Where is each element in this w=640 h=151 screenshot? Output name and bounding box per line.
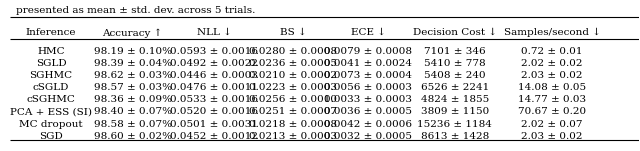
Text: MC dropout: MC dropout — [19, 120, 83, 129]
Text: 6526 ± 2241: 6526 ± 2241 — [420, 83, 489, 92]
Text: 0.0236 ± 0.0005: 0.0236 ± 0.0005 — [249, 59, 337, 68]
Text: 0.0073 ± 0.0004: 0.0073 ± 0.0004 — [324, 71, 412, 80]
Text: PCA + ESS (SI): PCA + ESS (SI) — [10, 107, 92, 116]
Text: 0.0033 ± 0.0003: 0.0033 ± 0.0003 — [324, 95, 412, 104]
Text: 0.0036 ± 0.0005: 0.0036 ± 0.0005 — [324, 107, 412, 116]
Text: 0.0501 ± 0.0031: 0.0501 ± 0.0031 — [170, 120, 259, 129]
Text: NLL ↓: NLL ↓ — [197, 28, 232, 37]
Text: 0.0223 ± 0.0003: 0.0223 ± 0.0003 — [249, 83, 337, 92]
Text: 0.0476 ± 0.0011: 0.0476 ± 0.0011 — [170, 83, 259, 92]
Text: 2.03 ± 0.02: 2.03 ± 0.02 — [522, 132, 583, 141]
Text: 0.0056 ± 0.0003: 0.0056 ± 0.0003 — [324, 83, 412, 92]
Text: 98.57 ± 0.03%: 98.57 ± 0.03% — [93, 83, 172, 92]
Text: 14.77 ± 0.03: 14.77 ± 0.03 — [518, 95, 586, 104]
Text: 0.0280 ± 0.0008: 0.0280 ± 0.0008 — [249, 47, 337, 56]
Text: 0.0446 ± 0.0003: 0.0446 ± 0.0003 — [170, 71, 259, 80]
Text: 98.58 ± 0.07%: 98.58 ± 0.07% — [93, 120, 172, 129]
Text: 0.0213 ± 0.0003: 0.0213 ± 0.0003 — [249, 132, 337, 141]
Text: 3809 ± 1150: 3809 ± 1150 — [420, 107, 489, 116]
Text: SGLD: SGLD — [36, 59, 67, 68]
Text: 4824 ± 1855: 4824 ± 1855 — [420, 95, 489, 104]
Text: 2.03 ± 0.02: 2.03 ± 0.02 — [522, 71, 583, 80]
Text: cSGLD: cSGLD — [33, 83, 69, 92]
Text: 0.0520 ± 0.0016: 0.0520 ± 0.0016 — [170, 107, 259, 116]
Text: Samples/second ↓: Samples/second ↓ — [504, 28, 601, 37]
Text: Inference: Inference — [26, 28, 76, 37]
Text: presented as mean ± std. dev. across 5 trials.: presented as mean ± std. dev. across 5 t… — [17, 6, 256, 15]
Text: Decision Cost ↓: Decision Cost ↓ — [413, 28, 497, 37]
Text: 14.08 ± 0.05: 14.08 ± 0.05 — [518, 83, 586, 92]
Text: 0.0218 ± 0.0008: 0.0218 ± 0.0008 — [249, 120, 337, 129]
Text: 5408 ± 240: 5408 ± 240 — [424, 71, 486, 80]
Text: 0.0256 ± 0.0010: 0.0256 ± 0.0010 — [249, 95, 337, 104]
Text: 98.40 ± 0.07%: 98.40 ± 0.07% — [93, 107, 172, 116]
Text: 0.0210 ± 0.0002: 0.0210 ± 0.0002 — [249, 71, 337, 80]
Text: 15236 ± 1184: 15236 ± 1184 — [417, 120, 492, 129]
Text: 0.0533 ± 0.0016: 0.0533 ± 0.0016 — [170, 95, 259, 104]
Text: 0.0593 ± 0.0016: 0.0593 ± 0.0016 — [170, 47, 259, 56]
Text: 5410 ± 778: 5410 ± 778 — [424, 59, 486, 68]
Text: 0.0041 ± 0.0024: 0.0041 ± 0.0024 — [324, 59, 412, 68]
Text: 98.19 ± 0.10%: 98.19 ± 0.10% — [93, 47, 172, 56]
Text: 0.0492 ± 0.0022: 0.0492 ± 0.0022 — [170, 59, 259, 68]
Text: 8613 ± 1428: 8613 ± 1428 — [420, 132, 489, 141]
Text: SGD: SGD — [39, 132, 63, 141]
Text: HMC: HMC — [37, 47, 65, 56]
Text: 0.72 ± 0.01: 0.72 ± 0.01 — [522, 47, 583, 56]
Text: 98.36 ± 0.09%: 98.36 ± 0.09% — [93, 95, 172, 104]
Text: BS ↓: BS ↓ — [280, 28, 307, 37]
Text: Accuracy ↑: Accuracy ↑ — [102, 28, 163, 37]
Text: SGHMC: SGHMC — [29, 71, 72, 80]
Text: cSGHMC: cSGHMC — [27, 95, 76, 104]
Text: 0.0042 ± 0.0006: 0.0042 ± 0.0006 — [324, 120, 412, 129]
Text: 0.0079 ± 0.0008: 0.0079 ± 0.0008 — [324, 47, 412, 56]
Text: 70.67 ± 0.20: 70.67 ± 0.20 — [518, 107, 586, 116]
Text: 98.60 ± 0.02%: 98.60 ± 0.02% — [93, 132, 172, 141]
Text: 0.0452 ± 0.0012: 0.0452 ± 0.0012 — [170, 132, 259, 141]
Text: 98.62 ± 0.03%: 98.62 ± 0.03% — [93, 71, 172, 80]
Text: 2.02 ± 0.02: 2.02 ± 0.02 — [522, 59, 583, 68]
Text: ECE ↓: ECE ↓ — [351, 28, 386, 37]
Text: 0.0032 ± 0.0005: 0.0032 ± 0.0005 — [324, 132, 412, 141]
Text: 0.0251 ± 0.0007: 0.0251 ± 0.0007 — [249, 107, 337, 116]
Text: 7101 ± 346: 7101 ± 346 — [424, 47, 486, 56]
Text: 98.39 ± 0.04%: 98.39 ± 0.04% — [93, 59, 172, 68]
Text: 2.02 ± 0.07: 2.02 ± 0.07 — [522, 120, 583, 129]
